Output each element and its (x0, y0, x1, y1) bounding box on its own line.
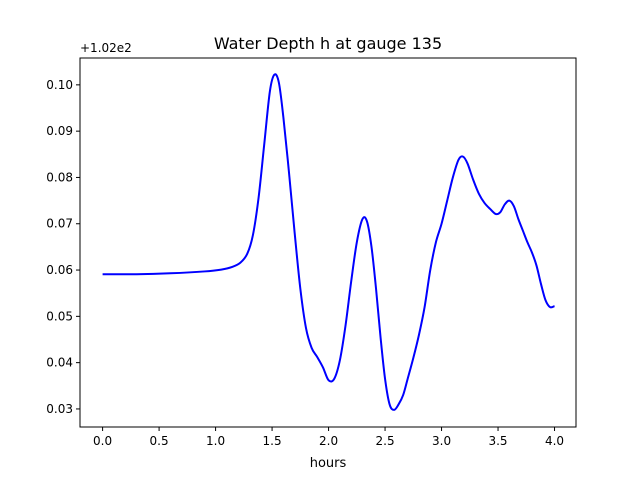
y-tick-label: 0.05 (46, 309, 73, 323)
x-tick-label: 0.0 (93, 434, 112, 448)
y-tick-label: 0.10 (46, 78, 73, 92)
x-tick-label: 3.0 (432, 434, 451, 448)
x-tick-label: 1.0 (206, 434, 225, 448)
x-tick-label: 1.5 (263, 434, 282, 448)
y-tick-label: 0.09 (46, 124, 73, 138)
offset-text: +1.02e2 (80, 41, 132, 55)
y-tick-label: 0.04 (46, 356, 73, 370)
x-axis-ticks: 0.0 0.5 1.0 1.5 2.0 2.5 3.0 3.5 4.0 (93, 427, 564, 448)
series-line-h (102, 73, 555, 411)
y-axis-ticks: 0.03 0.04 0.05 0.06 0.07 0.08 0.09 0.10 (46, 78, 80, 416)
x-tick-label: 0.5 (150, 434, 169, 448)
y-tick-label: 0.06 (46, 263, 73, 277)
x-tick-label: 3.5 (488, 434, 507, 448)
x-tick-label: 2.5 (376, 434, 395, 448)
x-tick-label: 2.0 (319, 434, 338, 448)
axes-frame (79, 57, 577, 428)
x-tick-label: 4.0 (545, 434, 564, 448)
y-tick-label: 0.07 (46, 217, 73, 231)
y-tick-label: 0.03 (46, 402, 73, 416)
chart-title: Water Depth h at gauge 135 (214, 34, 442, 53)
y-tick-label: 0.08 (46, 170, 73, 184)
x-axis-label: hours (310, 456, 347, 471)
